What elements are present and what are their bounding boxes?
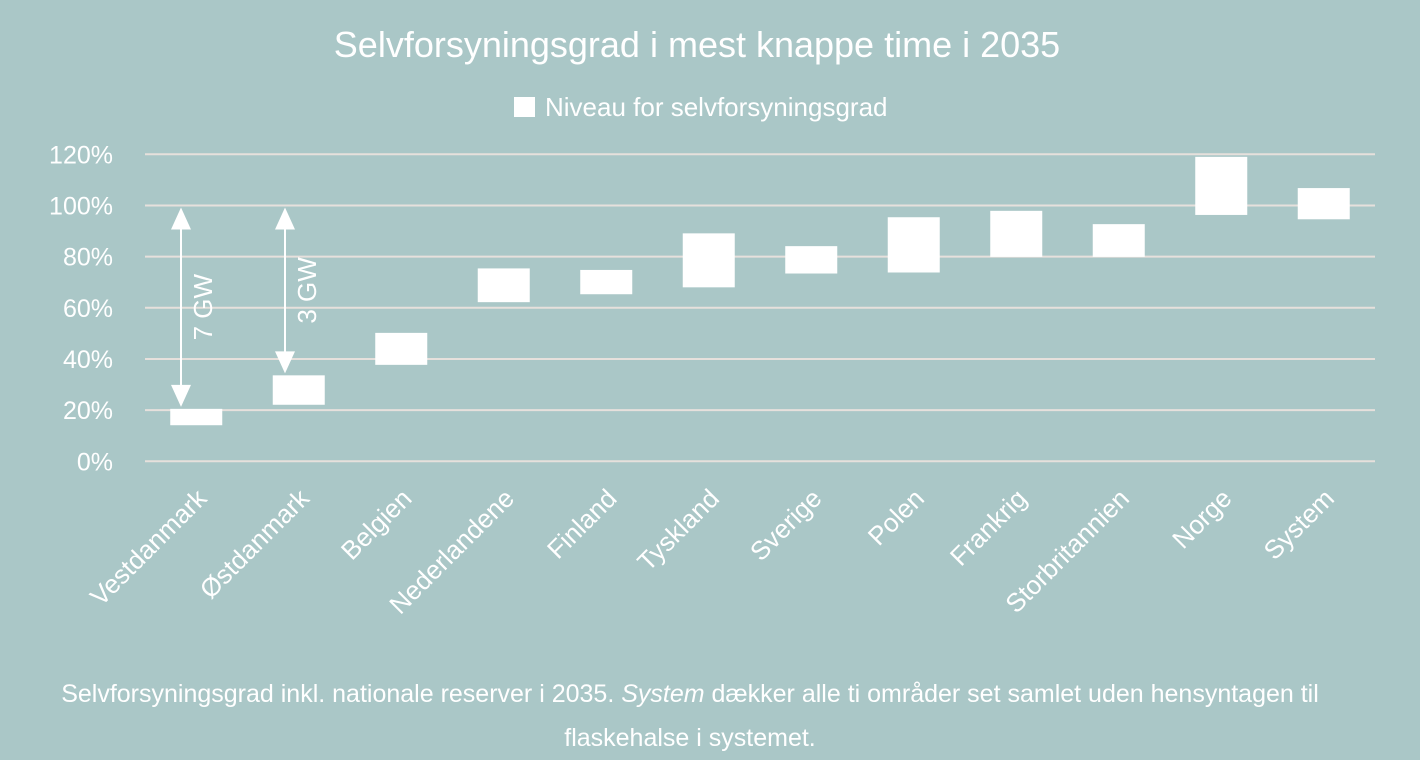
x-tick-label: Sverige xyxy=(744,483,828,567)
bar-sverige xyxy=(785,246,838,274)
bar-frankrig xyxy=(990,210,1043,257)
arrow-down-icon xyxy=(275,351,295,374)
bar-vestdanmark xyxy=(170,408,223,426)
x-tick-label: Frankrig xyxy=(944,483,1033,572)
bar-norge xyxy=(1195,156,1248,215)
x-tick-label: Østdanmark xyxy=(194,482,316,604)
y-tick-label: 0% xyxy=(77,448,113,476)
x-tick-label: Norge xyxy=(1166,483,1237,554)
x-tick-label: Polen xyxy=(862,483,930,551)
x-tick-label: Vestdanmark xyxy=(84,482,213,611)
y-tick-label: 60% xyxy=(63,295,113,323)
caption-italic: System xyxy=(621,680,705,708)
legend-label: Niveau for selvforsyningsgrad xyxy=(545,92,888,122)
x-tick-label: Finland xyxy=(541,483,623,565)
x-tick-label: System xyxy=(1257,483,1340,566)
bar-storbritannien xyxy=(1092,224,1145,257)
caption-text-1: Selvforsyningsgrad inkl. nationale reser… xyxy=(61,680,622,708)
bar-belgien xyxy=(375,332,428,365)
y-tick-label: 120% xyxy=(49,141,113,169)
bar-nederlandene xyxy=(477,268,530,303)
x-tick-label: Belgien xyxy=(335,483,418,566)
caption-text-2: dækker alle ti områder set samlet uden h… xyxy=(564,680,1319,752)
y-tick-label: 20% xyxy=(63,397,113,425)
bar-tyskland xyxy=(682,233,735,288)
bar-system xyxy=(1297,188,1350,220)
x-tick-label: Tyskland xyxy=(631,483,725,577)
bar-polen xyxy=(887,217,940,273)
bar-østdanmark xyxy=(272,375,325,405)
double-arrow-annotation: 7 GW xyxy=(171,207,218,407)
bar-finland xyxy=(580,269,633,295)
arrow-down-icon xyxy=(171,384,191,407)
annotation-label: 3 GW xyxy=(292,257,322,324)
y-tick-label: 80% xyxy=(63,244,113,272)
y-tick-label: 40% xyxy=(63,346,113,374)
legend-swatch xyxy=(514,97,535,117)
annotation-label: 7 GW xyxy=(188,273,218,340)
y-tick-label: 100% xyxy=(49,192,113,220)
chart-title: Selvforsyningsgrad i mest knappe time i … xyxy=(334,24,1060,65)
arrow-up-icon xyxy=(275,207,295,230)
legend: Niveau for selvforsyningsgrad xyxy=(514,92,888,122)
arrow-up-icon xyxy=(171,207,191,230)
figure-caption: Selvforsyningsgrad inkl. nationale reser… xyxy=(0,672,1380,760)
double-arrow-annotation: 3 GW xyxy=(275,207,322,374)
